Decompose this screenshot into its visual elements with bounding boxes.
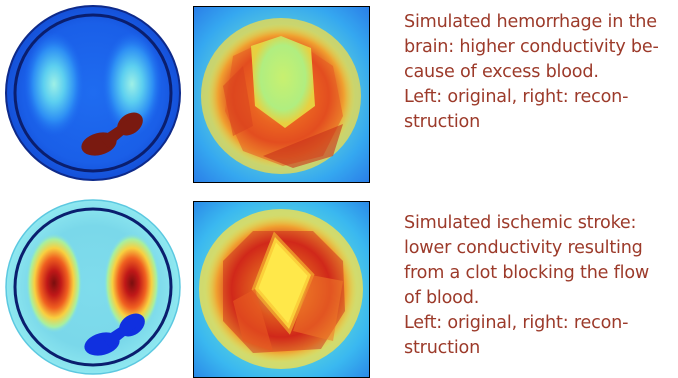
hemorrhage-original-image	[5, 5, 181, 181]
caption-line: Simulated ischemic stroke:	[404, 213, 637, 233]
caption-line: from a clot blocking the flow	[404, 263, 650, 283]
caption-line: of blood.	[404, 288, 480, 308]
caption-line: Left: original, right: recon-	[404, 87, 629, 107]
stroke-inclusion	[84, 313, 145, 356]
hemorrhage-caption: Simulated hemorrhage in the brain: highe…	[404, 10, 672, 135]
caption-line: lower conductivity resulting	[404, 238, 643, 258]
caption-line: Simulated hemorrhage in the	[404, 12, 657, 32]
hemorrhage-reconstruction-image	[193, 6, 370, 183]
hemorrhage-note: Left: original, right: recon- struction	[404, 85, 672, 135]
caption-line: brain: higher conductivity be-	[404, 37, 659, 57]
stroke-caption: Simulated ischemic stroke: lower conduct…	[404, 211, 672, 361]
stroke-reconstruction-image	[193, 201, 370, 378]
caption-line: cause of excess blood.	[404, 62, 599, 82]
brain-outline-ring	[13, 13, 173, 173]
caption-line: struction	[404, 112, 481, 132]
caption-line: Left: original, right: recon-	[404, 313, 629, 333]
stroke-original-image	[5, 199, 181, 375]
hemorrhage-description: Simulated hemorrhage in the brain: highe…	[404, 10, 672, 85]
stroke-note: Left: original, right: recon- struction	[404, 311, 672, 361]
stroke-description: Simulated ischemic stroke: lower conduct…	[404, 211, 672, 311]
hemorrhage-inclusion	[81, 112, 143, 156]
brain-outline-ring	[13, 207, 173, 367]
caption-line: struction	[404, 338, 481, 358]
